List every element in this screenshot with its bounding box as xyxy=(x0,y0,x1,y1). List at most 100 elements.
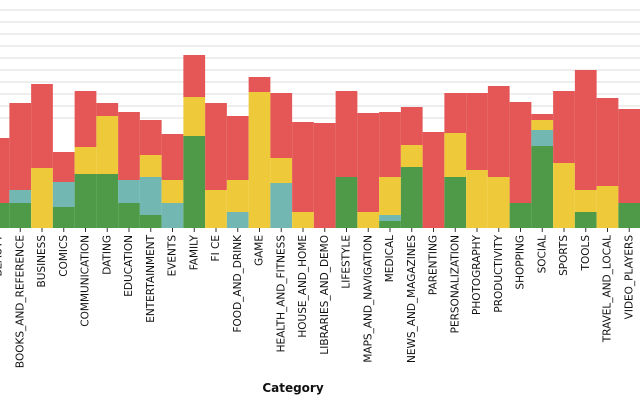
bar-segment xyxy=(226,180,249,212)
x-tick-label: BUSINESS xyxy=(36,235,48,288)
bar-segment xyxy=(466,93,488,170)
bar-segment xyxy=(596,186,619,228)
bar-segment xyxy=(531,130,554,146)
bar-segment xyxy=(161,134,184,180)
bar-segment xyxy=(183,55,206,97)
bar-segment xyxy=(313,123,336,228)
bar-segment xyxy=(31,168,53,228)
bar-segment xyxy=(139,120,162,155)
bar-segment xyxy=(52,152,75,182)
bar-segment xyxy=(74,147,97,174)
bar-segment xyxy=(52,182,75,207)
bar-segment xyxy=(379,177,401,215)
x-tick-label: PRODUCTIVITY xyxy=(493,234,505,312)
bar-segment xyxy=(444,133,467,177)
bar-segment xyxy=(487,86,510,177)
x-tick-label: BOOKS_AND_REFERENCE xyxy=(14,235,26,368)
x-tick-label: COMMUNICATION xyxy=(80,235,92,327)
bar-segment xyxy=(292,122,314,212)
bar-segment xyxy=(248,77,271,92)
bar-segment xyxy=(118,203,140,228)
bar-segment xyxy=(422,132,445,228)
bar-segment xyxy=(531,146,554,228)
x-tick-label: LIBRARIES_AND_DEMO xyxy=(319,235,331,355)
bar-segment xyxy=(487,177,510,228)
x-tick-label: ENTERTAINMENT xyxy=(145,234,157,322)
bar-segment xyxy=(270,158,293,183)
bar-segment xyxy=(205,103,227,190)
bar-segment xyxy=(574,190,597,212)
bar-segment xyxy=(574,212,597,228)
x-tick-label: BEAUTY xyxy=(0,234,5,276)
bar-segment xyxy=(379,112,401,177)
bar-segment xyxy=(139,155,162,177)
bar-segment xyxy=(9,190,32,203)
bar-segment xyxy=(161,203,184,228)
x-tick-label: PARENTING xyxy=(428,235,440,295)
x-tick-label: PERSONALIZATION xyxy=(449,235,461,333)
x-axis-label: Category xyxy=(262,381,324,395)
bar-segment xyxy=(139,177,162,215)
bar-segment xyxy=(0,138,10,203)
x-tick-label: SHOPPING xyxy=(515,235,527,290)
bar-segment xyxy=(139,215,162,228)
x-tick-label: MAPS_AND_NAVIGATION xyxy=(362,235,374,363)
bar-segment xyxy=(226,212,249,228)
bar-segment xyxy=(96,116,119,174)
bar-segment xyxy=(96,103,119,116)
x-tick-label: HOUSE_AND_HOME xyxy=(297,235,309,338)
x-tick-label: FAMILY xyxy=(188,234,200,270)
bar-segment xyxy=(618,109,640,203)
bar-segment xyxy=(400,167,423,228)
x-tick-label: TRAVEL_AND_LOCAL xyxy=(602,235,614,343)
x-tick-label: SOCIAL xyxy=(536,235,548,274)
x-tick-label: COMICS xyxy=(58,235,70,277)
bar-segment xyxy=(161,180,184,203)
bar-segment xyxy=(118,180,140,203)
bar-segment xyxy=(183,97,206,136)
bar-segment xyxy=(400,107,423,145)
bar-segment xyxy=(553,163,575,228)
bar-segment xyxy=(574,70,597,190)
bar-segment xyxy=(74,91,97,147)
x-tick-label: HEALTH_AND_FITNESS xyxy=(275,235,287,353)
bar-segment xyxy=(466,170,488,228)
bar-segment xyxy=(531,120,554,130)
bar-segment xyxy=(52,207,75,228)
bar-segment xyxy=(226,116,249,180)
bar-segment xyxy=(335,177,358,228)
bar-segment xyxy=(270,93,293,158)
bar-segment xyxy=(9,103,32,190)
bar-segment xyxy=(357,113,380,212)
bar-segment xyxy=(9,203,32,228)
bar-segment xyxy=(444,93,467,133)
bar-segment xyxy=(618,203,640,228)
bar-segment xyxy=(531,114,554,120)
bar-segment xyxy=(0,203,10,228)
x-tick-label: DATING xyxy=(101,235,113,275)
bar-segment xyxy=(31,84,53,168)
bar-segment xyxy=(444,177,467,228)
bar-segment xyxy=(400,145,423,167)
x-tick-label: GAME xyxy=(254,235,266,266)
bar-segment xyxy=(357,212,380,228)
bar-segment xyxy=(292,212,314,228)
bar-segment xyxy=(596,98,619,186)
bar-segment xyxy=(96,174,119,228)
x-tick-label: LIFESTYLE xyxy=(341,235,353,289)
bar-segment xyxy=(553,91,575,163)
x-tick-label: SPORTS xyxy=(558,235,570,276)
x-tick-label: EVENTS xyxy=(167,235,179,277)
x-tick-label: VIDEO_PLAYERS xyxy=(623,235,635,320)
bar-segment xyxy=(183,136,206,228)
x-tick-label: FOOD_AND_DRINK xyxy=(232,234,244,333)
bar-segment xyxy=(205,190,227,228)
x-tick-label: EDUCATION xyxy=(123,235,135,297)
x-tick-label: FI CE xyxy=(210,235,222,261)
x-tick-label: PHOTOGRAPHY xyxy=(471,234,483,315)
bar-segment xyxy=(379,215,401,221)
x-tick-label: TOOLS xyxy=(580,235,592,272)
x-tick-label: NEWS_AND_MAGAZINES xyxy=(406,235,418,363)
bar-segment xyxy=(335,91,358,177)
